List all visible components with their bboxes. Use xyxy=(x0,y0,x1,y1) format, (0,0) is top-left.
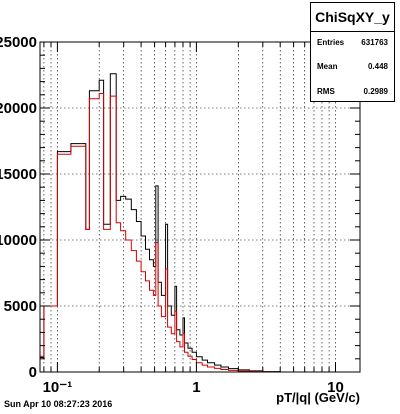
stats-entries-row: Entries 631763 xyxy=(317,33,388,53)
axis-ticks xyxy=(40,41,360,373)
stats-rms-value: 0.2989 xyxy=(363,87,388,96)
histogram-series-2 xyxy=(39,93,360,373)
stats-mean-label: Mean xyxy=(317,62,338,71)
histogram-series-1 xyxy=(39,73,360,373)
y-tick-label: 25000 xyxy=(0,34,37,51)
series-layer xyxy=(39,73,360,373)
y-tick-label: 10000 xyxy=(0,232,37,249)
x-axis-title: pT/|q| (GeV/c) xyxy=(276,390,360,405)
grid xyxy=(40,42,360,372)
stats-entries-label: Entries xyxy=(317,38,345,47)
stats-rms-label: RMS xyxy=(317,87,335,96)
timestamp: Sun Apr 10 08:27:23 2016 xyxy=(4,399,113,409)
y-tick-label: 15000 xyxy=(0,166,37,183)
stats-mean-row: Mean 0.448 xyxy=(317,57,388,77)
y-tick-label: 0 xyxy=(29,364,37,381)
x-tick-label: 1 xyxy=(192,379,200,396)
stats-entries-value: 631763 xyxy=(361,38,388,47)
stats-rms-row: RMS 0.2989 xyxy=(317,82,388,102)
histogram-title: ChiSqXY_y xyxy=(311,3,394,32)
axis-tick-labels: 0 5000 10000 15000 20000 25000 10⁻¹ 1 10 xyxy=(0,34,344,396)
y-tick-label: 5000 xyxy=(4,298,37,315)
stats-box: ChiSqXY_y Entries 631763 Mean 0.448 RMS … xyxy=(310,2,395,102)
x-tick-label: 10⁻¹ xyxy=(43,379,73,396)
stats-mean-value: 0.448 xyxy=(367,62,388,71)
plot-frame xyxy=(39,41,361,373)
x-tick-label: 10 xyxy=(327,379,344,396)
y-tick-label: 20000 xyxy=(0,100,37,117)
